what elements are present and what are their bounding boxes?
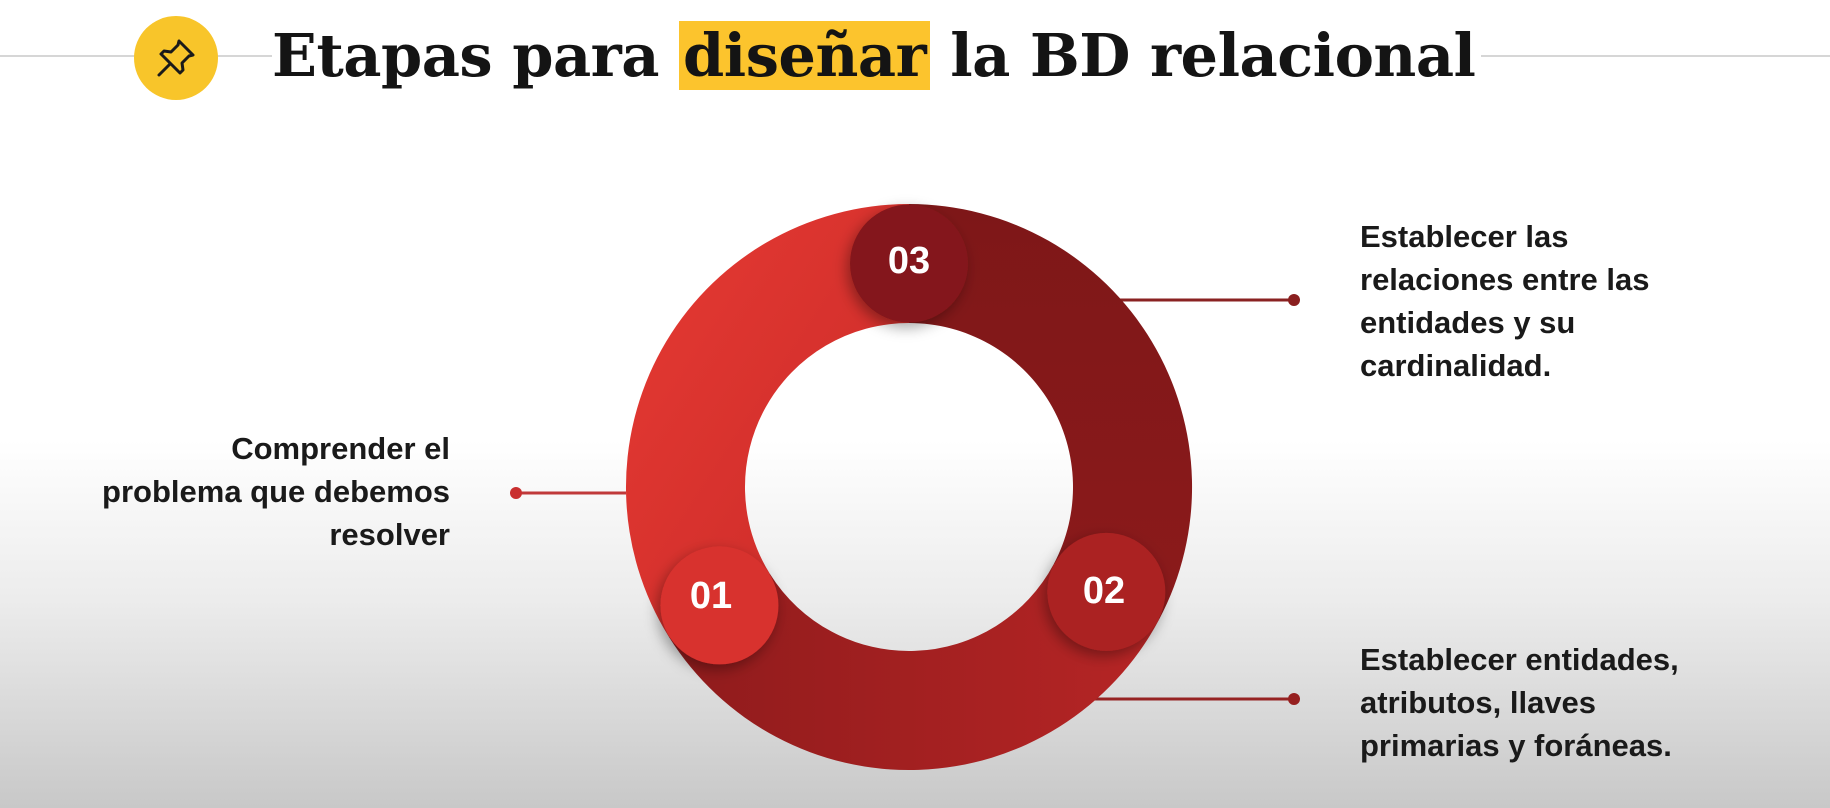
title-part-before: Etapas para xyxy=(272,21,680,90)
pushpin-icon xyxy=(157,39,195,77)
connector-03 xyxy=(1110,294,1300,306)
connector-01 xyxy=(510,487,626,499)
step-02-line: Establecer entidades, xyxy=(1360,642,1679,677)
ring-segment-03 xyxy=(909,204,1193,620)
step-01-line: resolver xyxy=(329,517,450,552)
step-03-text: Establecer las relaciones entre las enti… xyxy=(1360,215,1780,387)
ring-segment-02 xyxy=(669,564,1159,771)
segment-cap-01 xyxy=(660,546,779,665)
step-01-text: Comprender el problema que debemos resol… xyxy=(30,427,450,556)
connector-02 xyxy=(1090,693,1300,705)
title-highlight: diseñar xyxy=(679,21,931,90)
step-01-line: problema que debemos xyxy=(102,474,450,509)
step-number-03: 03 xyxy=(888,240,930,282)
step-01-line: Comprender el xyxy=(231,431,450,466)
page-title: Etapas para diseñar la BD relacional xyxy=(272,10,1482,102)
step-03-line: Establecer las xyxy=(1360,219,1569,254)
step-02-line: primarias y foráneas. xyxy=(1360,728,1672,763)
step-number-02: 02 xyxy=(1083,570,1125,612)
step-03-line: relaciones entre las xyxy=(1360,262,1650,297)
title-part-after: la BD relacional xyxy=(930,21,1476,90)
segment-cap-02 xyxy=(1047,532,1166,651)
step-number-01: 01 xyxy=(690,575,732,617)
step-03-line: entidades y su xyxy=(1360,305,1576,340)
pin-badge xyxy=(134,16,218,100)
step-02-text: Establecer entidades, atributos, llaves … xyxy=(1360,638,1800,767)
segment-cap-03 xyxy=(850,204,968,323)
ring-segment-01 xyxy=(625,204,909,637)
step-02-line: atributos, llaves xyxy=(1360,685,1597,720)
step-03-line: cardinalidad. xyxy=(1360,348,1552,383)
